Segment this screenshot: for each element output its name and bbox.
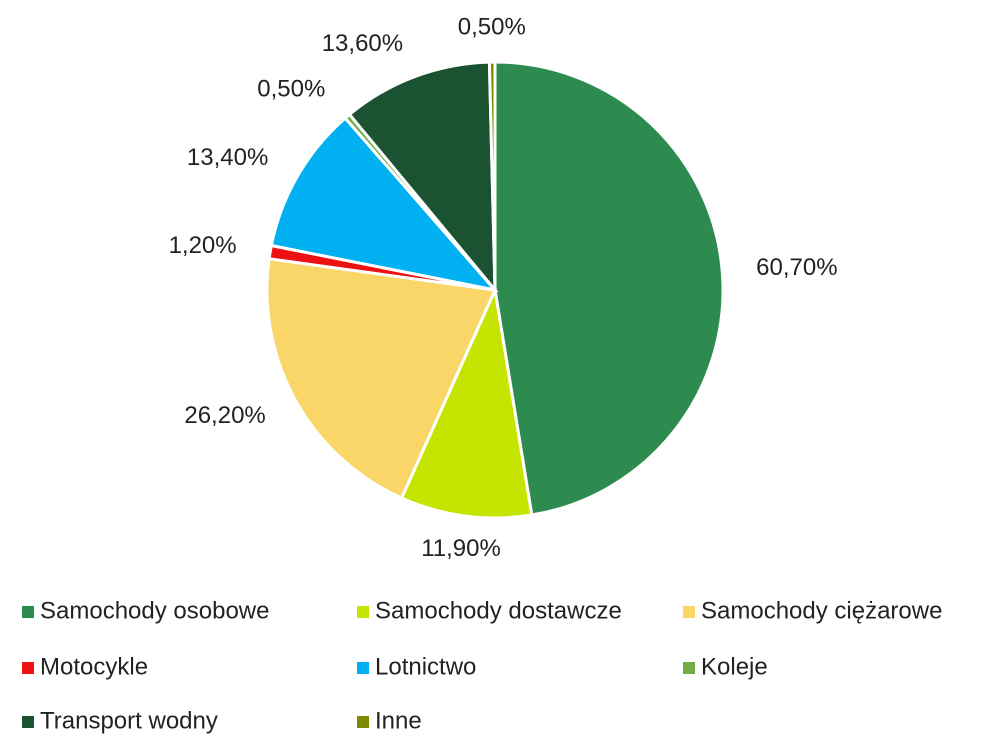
pie-slice <box>493 60 725 517</box>
legend-label: Samochody ciężarowe <box>701 597 942 624</box>
data-label: 26,20% <box>184 402 265 429</box>
legend-swatch <box>22 606 34 618</box>
legend-swatch <box>357 606 369 618</box>
pie-slice <box>265 257 498 500</box>
pie-slice <box>399 284 534 520</box>
pie-slice <box>269 115 500 293</box>
legend-swatch <box>22 662 34 674</box>
legend-swatch <box>357 662 369 674</box>
data-label: 0,50% <box>458 13 526 40</box>
legend-label: Koleje <box>701 653 768 680</box>
legend-label: Samochody dostawcze <box>375 597 622 624</box>
data-label: 13,60% <box>322 30 403 57</box>
legend-label: Lotnictwo <box>375 653 476 680</box>
legend-swatch <box>22 716 34 728</box>
legend-swatch <box>357 716 369 728</box>
data-label: 1,20% <box>169 232 237 259</box>
legend-swatch <box>683 606 695 618</box>
data-label: 13,40% <box>187 144 268 171</box>
pie-slice <box>347 60 497 295</box>
legend-swatch <box>683 662 695 674</box>
legend-label: Samochody osobowe <box>40 597 269 624</box>
pie-slice <box>487 60 497 291</box>
data-label: 0,50% <box>257 76 325 103</box>
data-label: 60,70% <box>756 254 837 281</box>
legend-label: Motocykle <box>40 653 148 680</box>
legend-label: Inne <box>375 707 422 734</box>
legend-label: Transport wodny <box>40 707 218 734</box>
data-label: 11,90% <box>421 535 501 562</box>
